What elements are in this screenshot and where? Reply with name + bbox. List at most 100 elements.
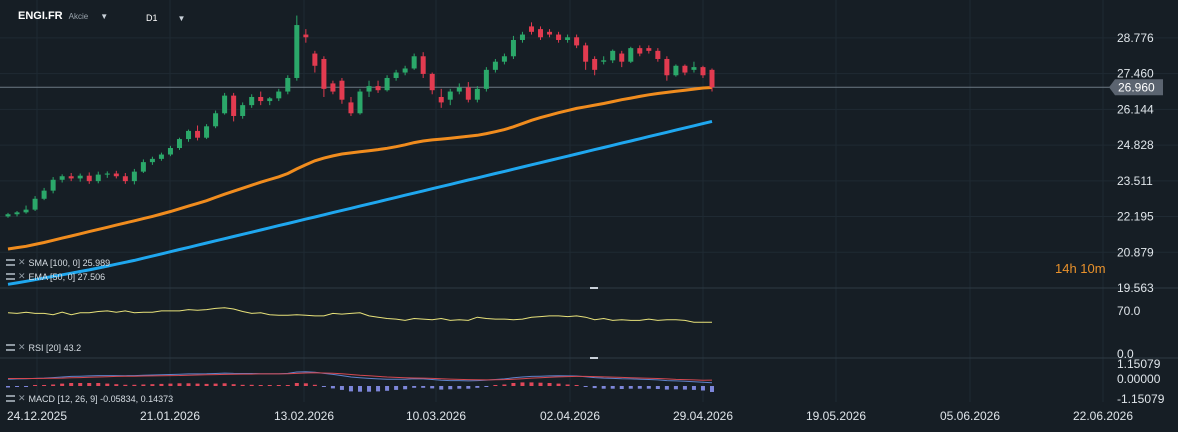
candle[interactable]: [655, 48, 661, 62]
candle[interactable]: [86, 172, 92, 184]
pane-resize-handle[interactable]: [590, 287, 598, 289]
candle[interactable]: [637, 45, 643, 57]
candle[interactable]: [483, 67, 489, 92]
candle[interactable]: [583, 42, 589, 70]
candle[interactable]: [691, 61, 697, 73]
timeframe-selector[interactable]: D1 ▼: [146, 13, 185, 23]
close-icon[interactable]: ✕: [18, 342, 26, 352]
candle[interactable]: [285, 75, 291, 95]
candle[interactable]: [528, 22, 534, 35]
candle[interactable]: [447, 88, 453, 106]
candle[interactable]: [465, 82, 471, 103]
candle[interactable]: [646, 45, 652, 54]
candle[interactable]: [240, 102, 246, 119]
candle[interactable]: [429, 72, 435, 95]
candle[interactable]: [14, 210, 20, 217]
candle[interactable]: [547, 29, 553, 38]
candle[interactable]: [330, 80, 336, 95]
candle[interactable]: [357, 88, 363, 115]
candle[interactable]: [348, 96, 354, 116]
candle[interactable]: [204, 124, 210, 140]
candle[interactable]: [492, 58, 498, 73]
x-tick-label: 10.03.2026: [406, 409, 466, 423]
legend-rsi[interactable]: ✕ RSI [20] 43.2: [6, 342, 81, 353]
candle[interactable]: [619, 50, 625, 68]
candle[interactable]: [158, 152, 164, 161]
candle[interactable]: [592, 56, 598, 76]
candle[interactable]: [122, 172, 128, 184]
candle[interactable]: [176, 137, 182, 150]
candle[interactable]: [402, 65, 408, 76]
candle[interactable]: [519, 31, 525, 43]
candle[interactable]: [113, 170, 119, 179]
candle[interactable]: [700, 65, 706, 78]
settings-icon[interactable]: [6, 395, 15, 402]
close-icon[interactable]: ✕: [18, 393, 26, 403]
candle[interactable]: [339, 77, 345, 104]
candle[interactable]: [276, 88, 282, 102]
candle[interactable]: [565, 34, 571, 43]
candle[interactable]: [501, 53, 507, 65]
instrument-selector[interactable]: ENGI.FR Akcie ▼: [18, 10, 108, 22]
settings-icon[interactable]: [6, 344, 15, 351]
candle[interactable]: [258, 91, 264, 106]
candle[interactable]: [140, 159, 146, 173]
candle[interactable]: [59, 174, 65, 183]
close-icon[interactable]: ✕: [18, 257, 26, 267]
candle[interactable]: [167, 145, 173, 157]
candle[interactable]: [628, 46, 634, 64]
candle[interactable]: [321, 56, 327, 97]
candle[interactable]: [312, 50, 318, 73]
candle[interactable]: [267, 96, 273, 106]
candle[interactable]: [384, 75, 390, 92]
legend-ema[interactable]: ✕ EMA [50, 0] 27.506: [6, 271, 105, 282]
chevron-down-icon[interactable]: ▼: [177, 13, 186, 23]
candle[interactable]: [95, 171, 101, 184]
candle[interactable]: [709, 68, 715, 92]
candle[interactable]: [664, 56, 670, 81]
candle[interactable]: [213, 110, 219, 129]
candle[interactable]: [510, 35, 516, 59]
candle[interactable]: [474, 86, 480, 103]
candle[interactable]: [195, 125, 201, 141]
candle[interactable]: [366, 80, 372, 97]
candle[interactable]: [682, 64, 688, 76]
candle[interactable]: [68, 172, 74, 182]
candle[interactable]: [249, 94, 255, 108]
candle[interactable]: [303, 29, 309, 43]
candle[interactable]: [411, 53, 417, 70]
candle[interactable]: [32, 196, 38, 211]
candle[interactable]: [222, 92, 228, 115]
macd-signal-line: [8, 372, 713, 381]
candle[interactable]: [41, 187, 47, 201]
candle[interactable]: [673, 64, 679, 77]
candle[interactable]: [231, 92, 237, 122]
candle[interactable]: [104, 171, 110, 178]
chevron-down-icon[interactable]: ▼: [100, 11, 109, 21]
settings-icon[interactable]: [6, 259, 15, 266]
candle[interactable]: [149, 156, 155, 165]
candle[interactable]: [375, 80, 381, 93]
candle[interactable]: [456, 83, 462, 95]
candle[interactable]: [186, 129, 192, 142]
candle[interactable]: [5, 212, 11, 218]
candle[interactable]: [23, 205, 29, 214]
candle[interactable]: [601, 56, 607, 65]
pane-resize-handle[interactable]: [590, 357, 598, 359]
candle[interactable]: [393, 69, 399, 81]
settings-icon[interactable]: [6, 273, 15, 280]
candle[interactable]: [538, 26, 544, 40]
candle[interactable]: [131, 168, 137, 185]
candle[interactable]: [574, 34, 580, 49]
candle[interactable]: [420, 52, 426, 78]
legend-sma[interactable]: ✕ SMA [100, 0] 25.989: [6, 257, 110, 268]
candle[interactable]: [556, 31, 562, 43]
legend-macd[interactable]: ✕ MACD [12, 26, 9] -0.05834, 0.14373: [6, 393, 173, 404]
candle[interactable]: [77, 173, 83, 182]
candle[interactable]: [50, 177, 56, 194]
candle[interactable]: [294, 15, 300, 81]
close-icon[interactable]: ✕: [18, 271, 26, 281]
candle[interactable]: [438, 88, 444, 108]
candle[interactable]: [610, 49, 616, 64]
